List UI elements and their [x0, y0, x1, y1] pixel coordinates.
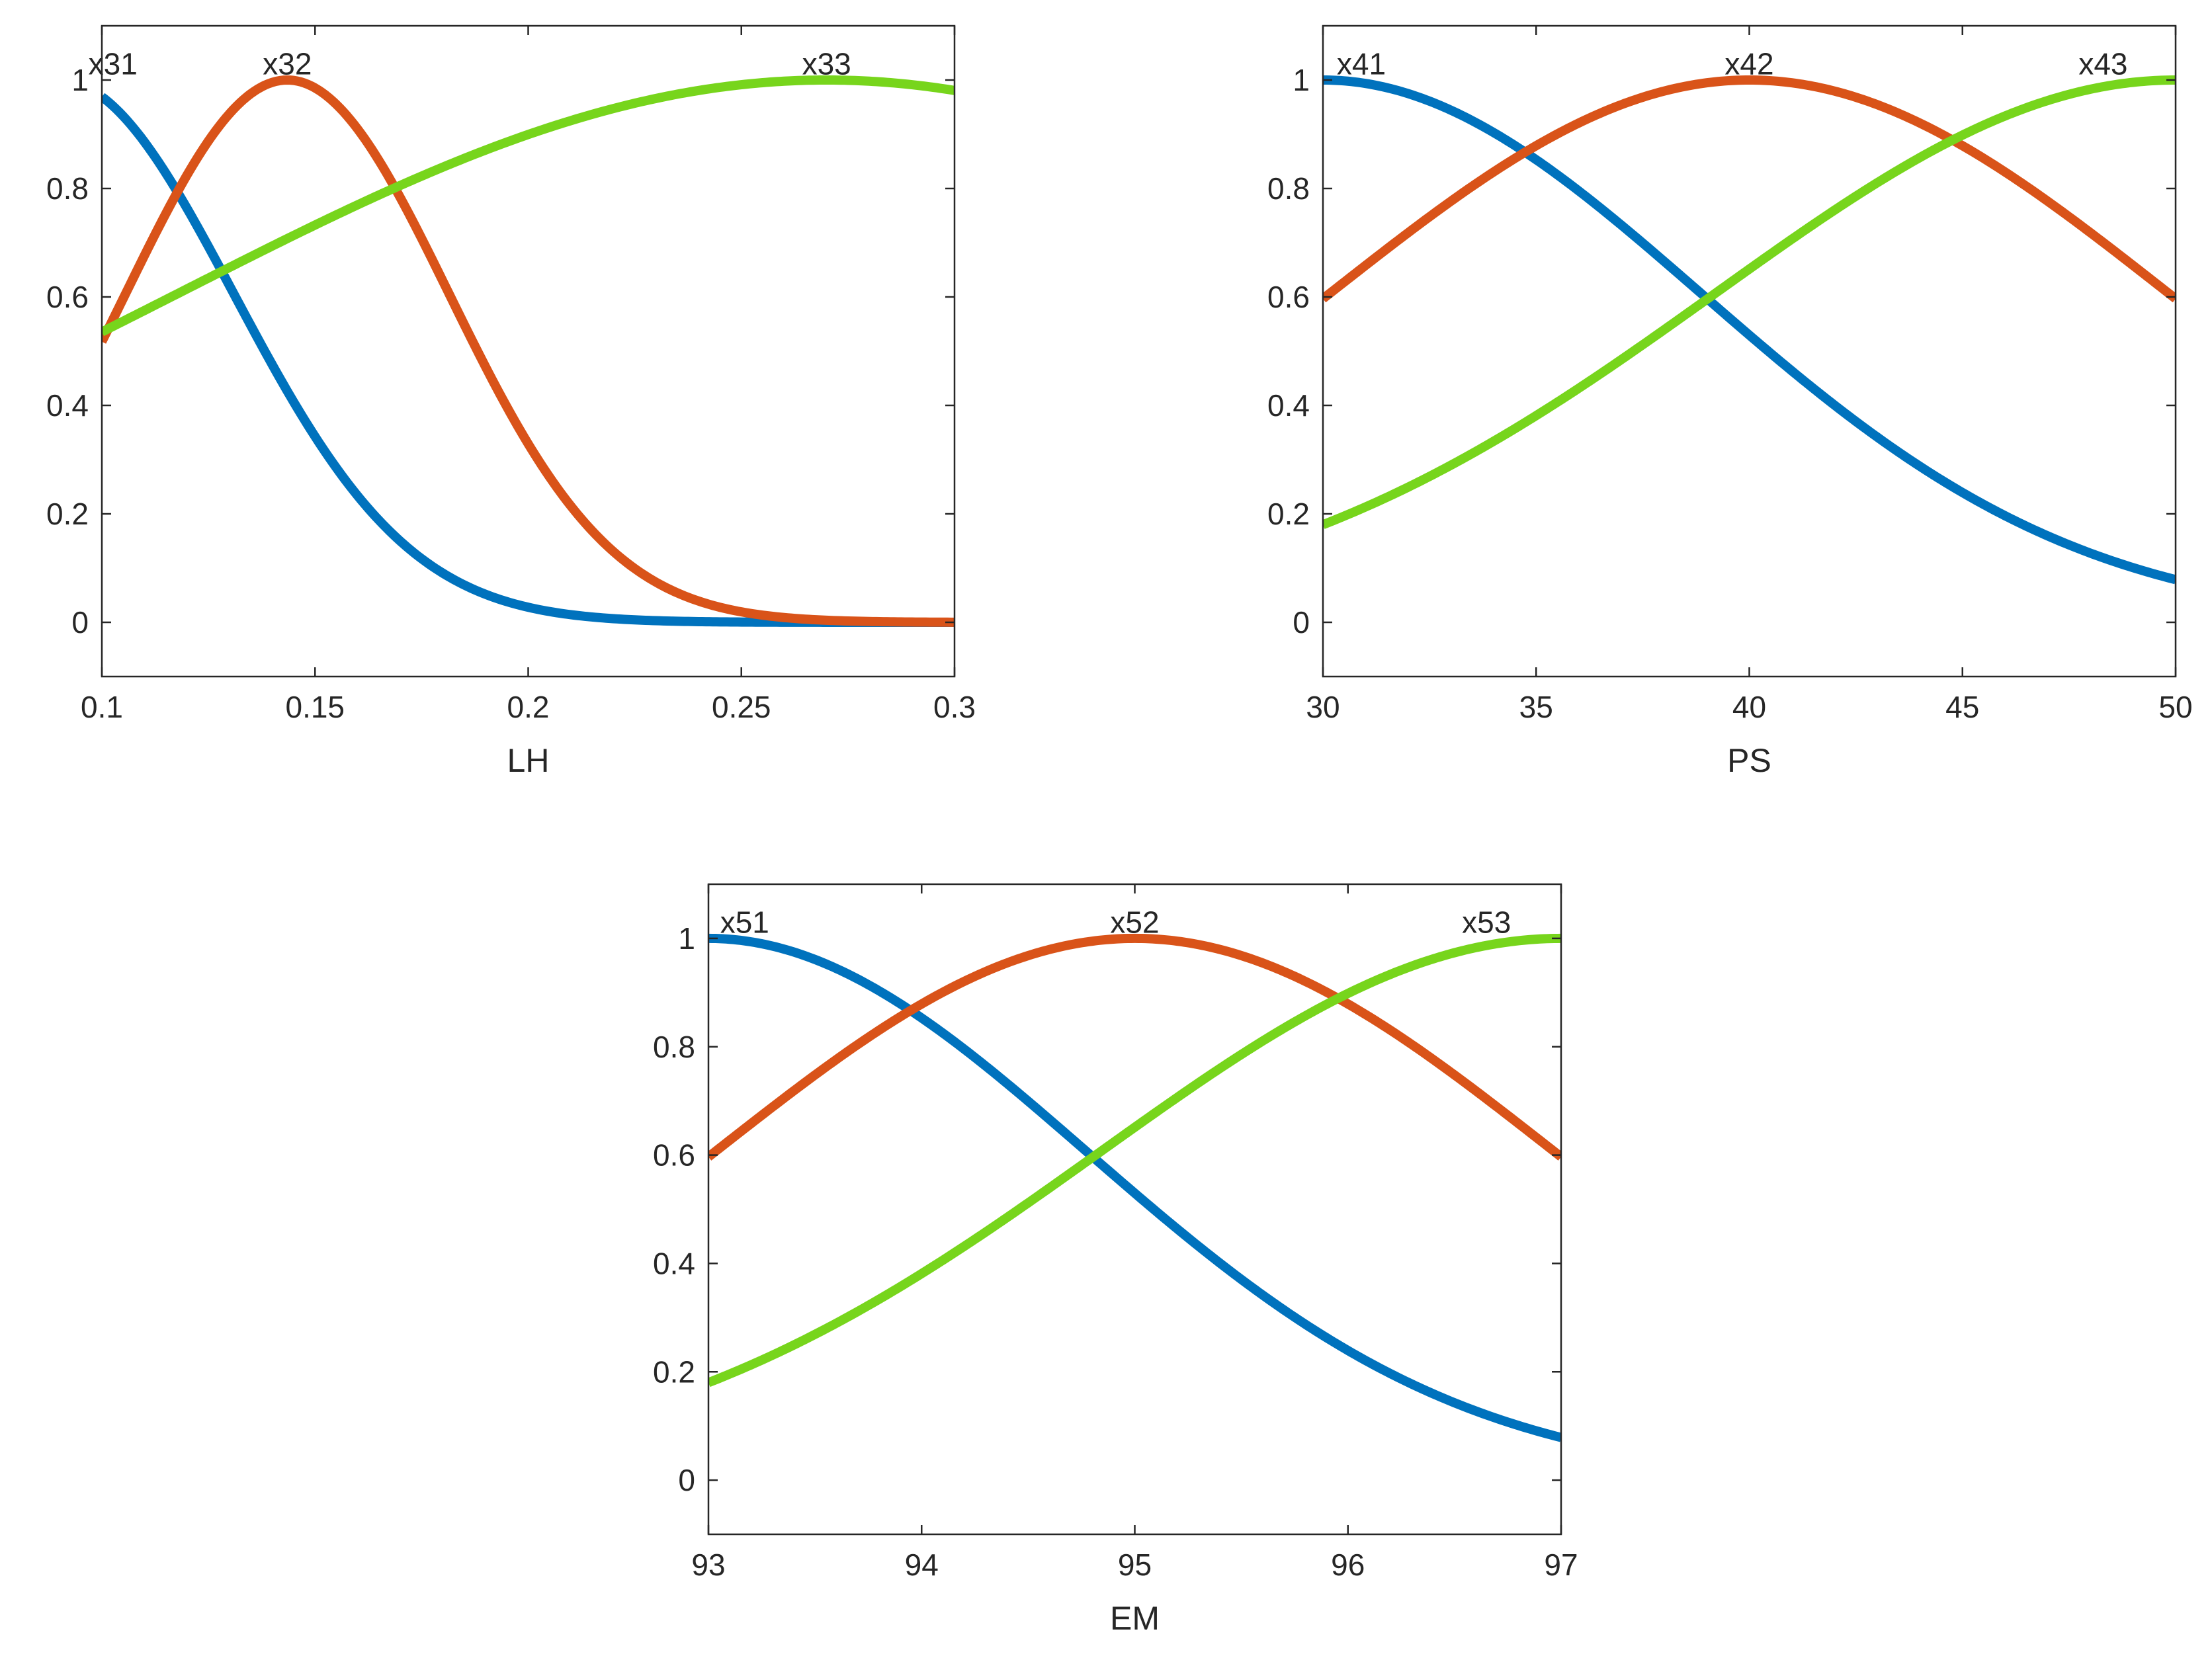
- series-line-2: [1323, 75, 2176, 303]
- mf-label-x42: x42: [1724, 46, 1773, 81]
- x-tick-label: 97: [1544, 1548, 1578, 1582]
- y-tick-label: 0.6: [46, 280, 89, 314]
- x-tick-label: 96: [1331, 1548, 1365, 1582]
- y-tick-label: 1: [678, 921, 695, 956]
- y-tick-label: 0.6: [653, 1138, 695, 1173]
- x-tick-label: 0.3: [933, 690, 976, 724]
- mf-label-x32: x32: [263, 46, 312, 81]
- x-tick-label: 50: [2158, 690, 2192, 724]
- y-tick-label: 0.2: [653, 1354, 695, 1389]
- y-tick-label: 0.4: [653, 1246, 695, 1280]
- x-tick-label: 30: [1306, 690, 1340, 724]
- y-tick-label: 0.2: [46, 497, 89, 531]
- mf-label-x53: x53: [1462, 905, 1511, 939]
- x-axis-label: EM: [1110, 1600, 1160, 1637]
- y-tick-label: 0.8: [46, 171, 89, 206]
- series-line-1: [708, 933, 1561, 1442]
- y-tick-label: 0.6: [1267, 280, 1310, 314]
- series-line-1: [102, 93, 955, 627]
- chart-em: 93 94 95 96 97 0 0.2 0.4 0.6 0.8 1 EM x51 x52 x53: [653, 883, 1578, 1637]
- series-line-2: [102, 75, 955, 627]
- y-tick-label: 1: [1293, 63, 1310, 97]
- x-tick-label: 45: [1945, 690, 1979, 724]
- x-tick-label: 0.2: [507, 690, 550, 724]
- x-tick-label: 0.25: [712, 690, 771, 724]
- y-tick-label: 0.2: [1267, 497, 1310, 531]
- series-group: [1323, 75, 2176, 585]
- y-tick-label: 0.4: [1267, 388, 1310, 423]
- y-tick-label: 0.8: [1267, 171, 1310, 206]
- x-tick-label: 35: [1519, 690, 1553, 724]
- mf-label-x43: x43: [2078, 46, 2127, 81]
- plot-area-frame: [101, 24, 956, 678]
- y-tick-label: 1: [71, 63, 89, 97]
- x-tick-label: 93: [691, 1548, 725, 1582]
- series-group: [102, 75, 955, 627]
- mf-label-x31: x31: [89, 46, 138, 81]
- x-tick-label: 95: [1118, 1548, 1152, 1582]
- x-tick-label: 94: [905, 1548, 939, 1582]
- y-tick-label: 0: [678, 1463, 695, 1497]
- y-tick-label: 0.4: [46, 388, 89, 423]
- plot-area-frame: [1322, 24, 2177, 678]
- series-line-2: [708, 933, 1561, 1161]
- x-tick-label: 0.15: [285, 690, 345, 724]
- mf-label-x33: x33: [802, 46, 851, 81]
- x-axis-label: PS: [1727, 742, 1771, 779]
- x-tick-label: 0.1: [81, 690, 123, 724]
- chart-ps: 30 35 40 45 50 0 0.2 0.4 0.6 0.8 1 PS x41 x42 x43: [1267, 24, 2193, 779]
- series-line-3: [708, 933, 1561, 1387]
- mf-label-x41: x41: [1337, 46, 1386, 81]
- y-tick-label: 0: [71, 605, 89, 640]
- x-axis-label: LH: [507, 742, 550, 779]
- series-line-3: [102, 75, 955, 337]
- plot-area-frame: [707, 883, 1562, 1536]
- mf-label-x51: x51: [720, 905, 769, 939]
- series-line-1: [1323, 75, 2176, 585]
- y-tick-label: 0: [1293, 605, 1310, 640]
- series-group: [708, 933, 1561, 1442]
- chart-lh: 0.1 0.15 0.2 0.25 0.3 0 0.2 0.4 0.6 0.8 1 LH x31 x32 x…: [46, 24, 976, 779]
- mf-label-x52: x52: [1110, 905, 1159, 939]
- series-line-3: [1323, 75, 2176, 529]
- x-tick-label: 40: [1732, 690, 1766, 724]
- y-tick-label: 0.8: [653, 1030, 695, 1064]
